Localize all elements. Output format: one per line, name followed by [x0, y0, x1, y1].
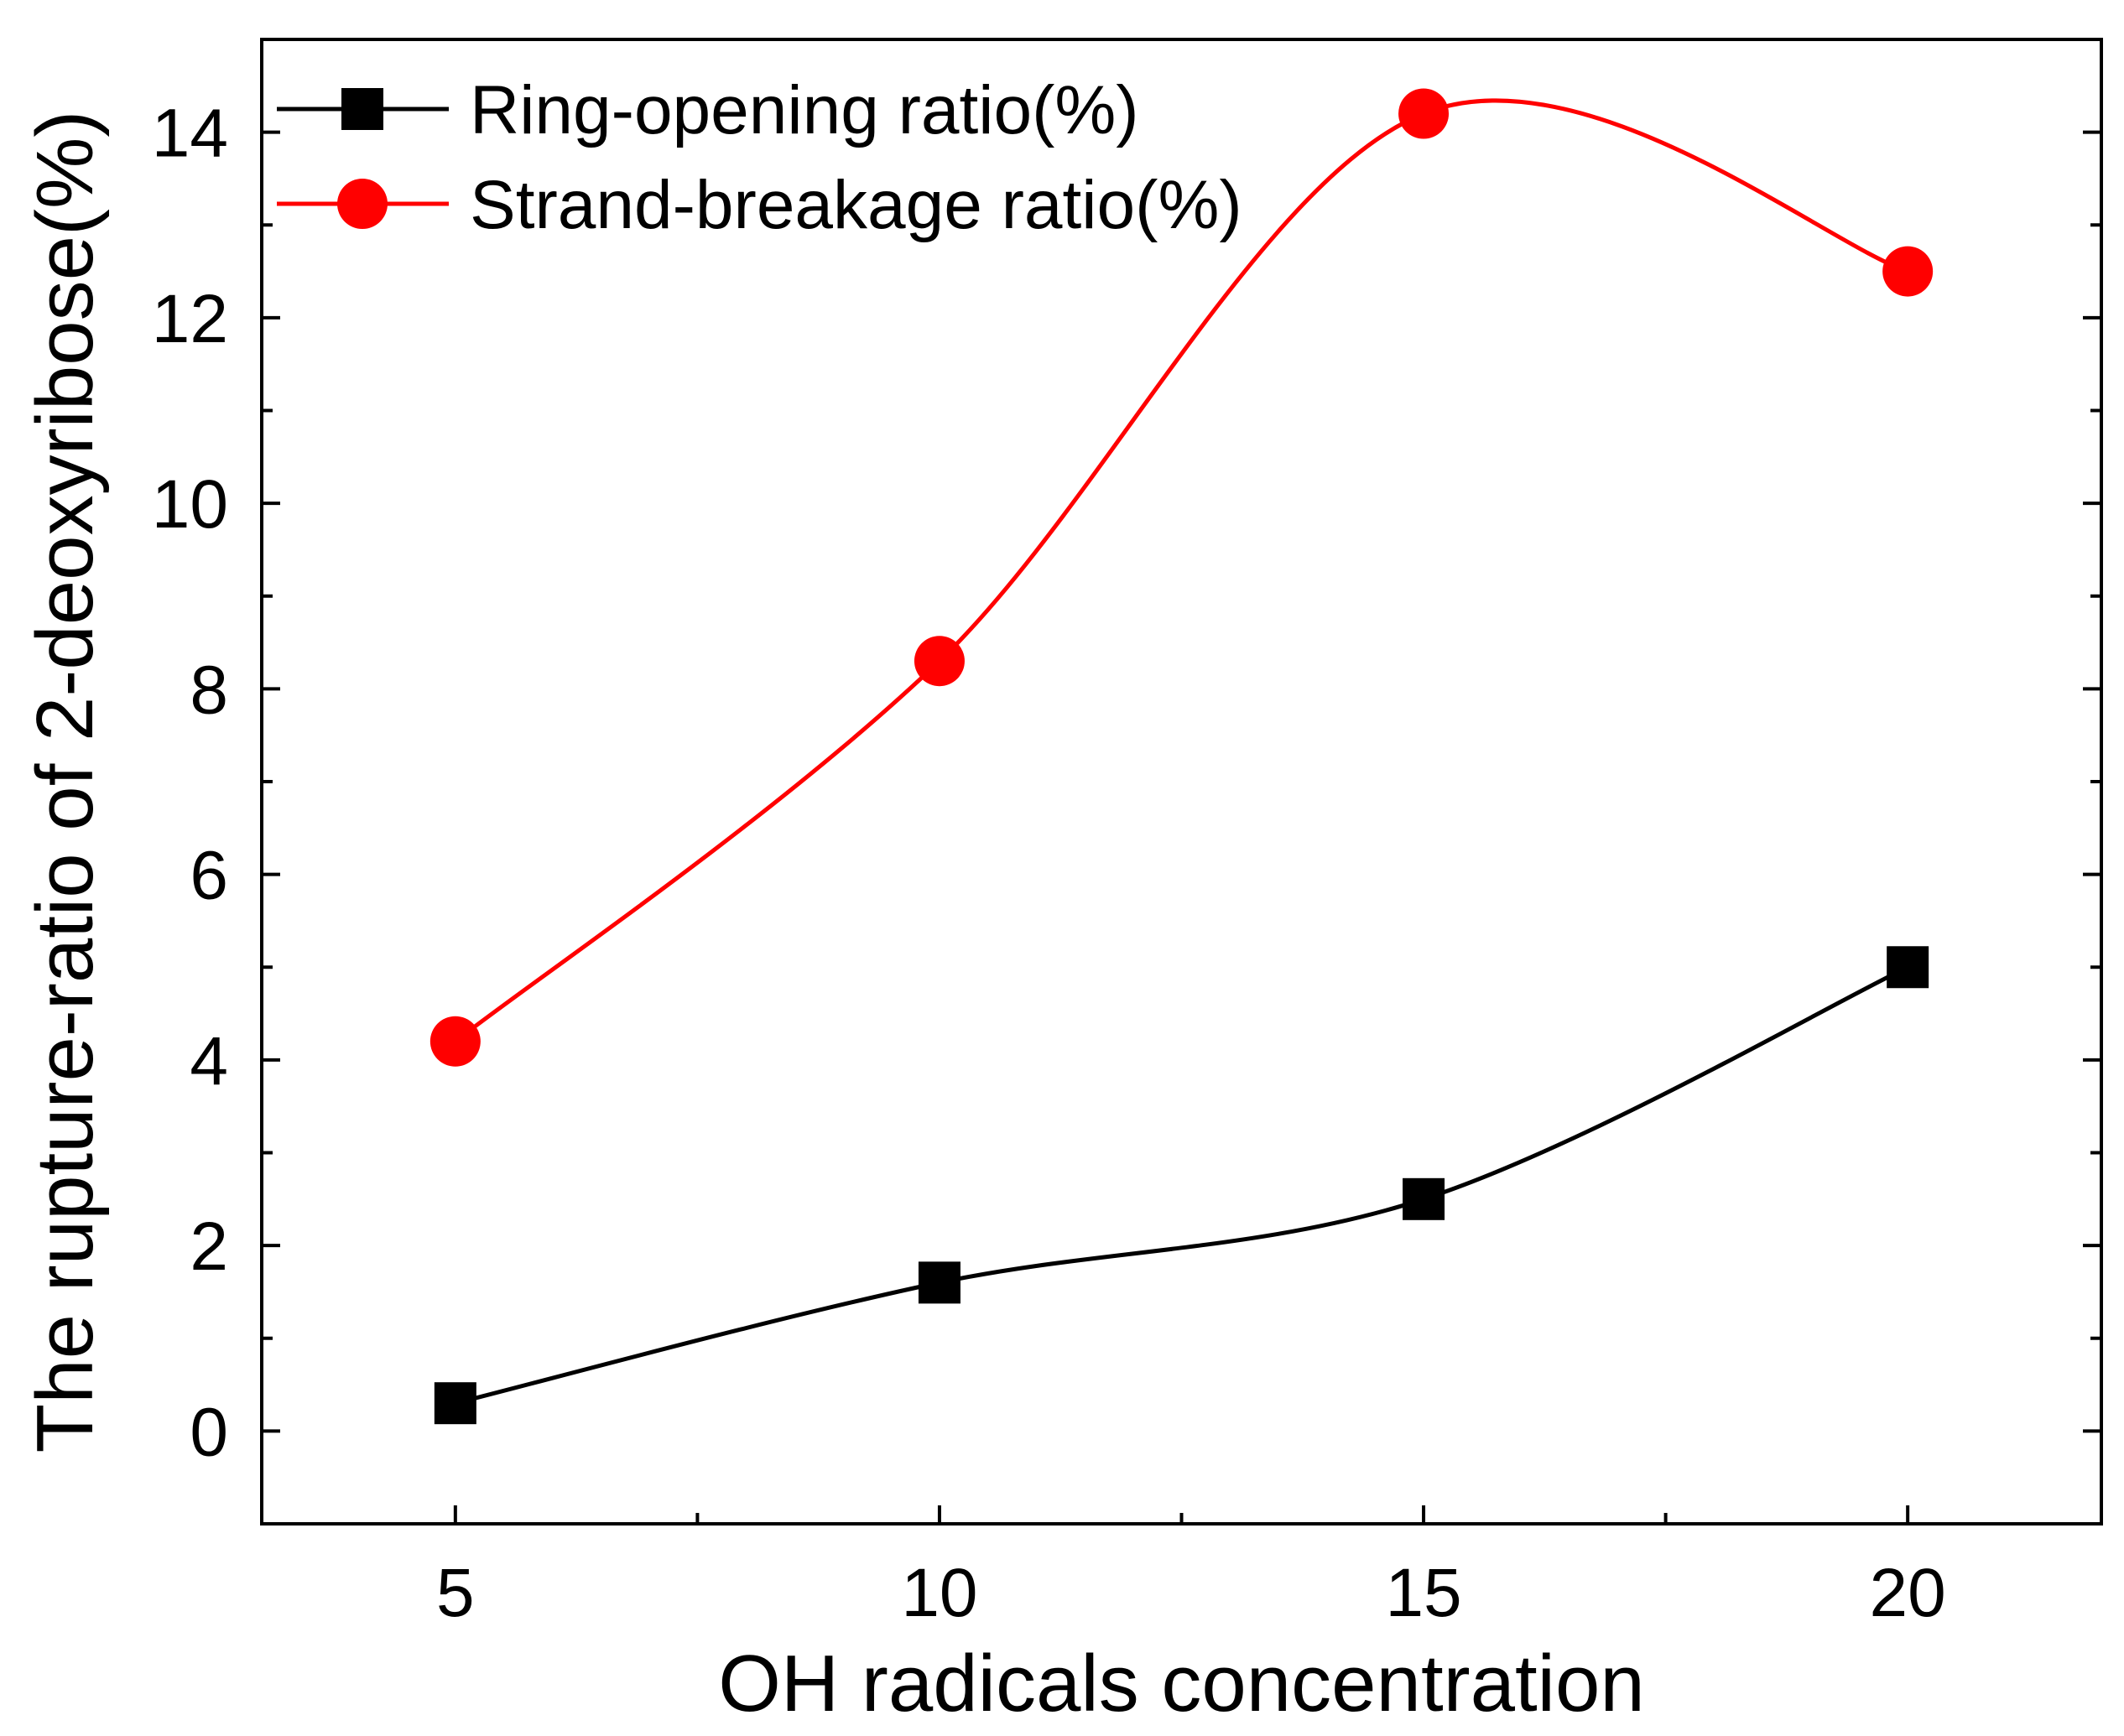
y-tick-label: 2 [190, 1208, 228, 1285]
axis-ticks [262, 38, 2101, 1525]
series-markers [429, 88, 1934, 1425]
y-tick-label: 4 [190, 1023, 228, 1099]
legend: Ring-opening ratio(%) Strand-breakage ra… [277, 72, 1242, 243]
series-lines [454, 98, 1909, 1406]
plot-frame [260, 38, 2103, 1525]
axis-tick-labels: 5 10 15 20 0 2 4 6 8 10 12 14 [152, 96, 1946, 1631]
legend-label-ring-opening: Ring-opening ratio(%) [470, 72, 1139, 148]
x-tick-label: 20 [1870, 1555, 1946, 1631]
y-tick-label: 10 [152, 466, 228, 543]
y-tick-label: 14 [152, 96, 228, 172]
data-point-strand-breakage-15 [1398, 88, 1450, 139]
data-point-ring-opening-10 [918, 1261, 960, 1304]
x-tick-label: 5 [436, 1555, 475, 1631]
series-line-1 [454, 98, 1908, 1043]
y-tick-label: 12 [152, 281, 228, 357]
legend-label-strand-breakage: Strand-breakage ratio(%) [470, 167, 1242, 243]
y-tick-label: 6 [190, 838, 228, 914]
series-line-0 [455, 964, 1909, 1406]
legend-marker-strand-breakage [337, 179, 388, 229]
y-tick-label: 8 [190, 652, 228, 728]
data-point-ring-opening-5 [434, 1382, 476, 1425]
x-tick-label: 15 [1385, 1555, 1461, 1631]
data-point-strand-breakage-10 [914, 636, 965, 687]
data-point-ring-opening-20 [1887, 946, 1929, 989]
data-point-ring-opening-15 [1403, 1177, 1445, 1220]
y-axis-title: The rupture-ratio of 2-deoxyribose(%) [20, 111, 110, 1453]
legend-marker-ring-opening [341, 88, 383, 130]
x-axis-title: OH radicals concentration [718, 1639, 1645, 1728]
data-point-strand-breakage-5 [429, 1016, 481, 1067]
data-point-strand-breakage-20 [1882, 246, 1934, 297]
y-tick-label: 0 [190, 1394, 228, 1470]
x-tick-label: 10 [901, 1555, 977, 1631]
